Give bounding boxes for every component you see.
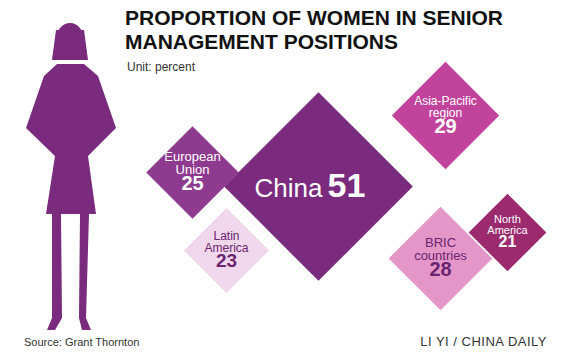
html-text:PROPORTION OF WOMEN IN SENIOR: PROPORTION OF WOMEN IN SENIOR MANAGEMENT… [125, 6, 503, 53]
html-text:America: America [487, 223, 528, 236]
svg-text:51: 51 [328, 166, 366, 204]
html-text:countries: countries [414, 247, 467, 263]
html-text:Union: Union [175, 161, 210, 177]
html-text:Asia-Pacific: Asia-Pacific [414, 93, 477, 108]
svg-text:23: 23 [216, 250, 237, 271]
svg-text:25: 25 [181, 172, 203, 194]
html-text:BRIC: BRIC [425, 234, 456, 250]
svg-text:28: 28 [429, 258, 451, 280]
html-text:region: region [428, 105, 463, 120]
html-text:America: America [204, 240, 249, 255]
html-text:Unit: percent: Unit: percent [127, 60, 195, 74]
html-text:Latin: Latin [213, 228, 240, 243]
html-text:LI YI / CHINA DAILY: LI YI / CHINA DAILY [420, 334, 547, 349]
svg-text:China: China [255, 173, 323, 203]
svg-text:21: 21 [499, 233, 517, 250]
svg-text:29: 29 [434, 115, 456, 137]
html-text:European: European [164, 148, 221, 164]
html-text:North: North [494, 212, 521, 225]
html-text:Source: Grant Thornton: Source: Grant Thornton [24, 336, 140, 348]
